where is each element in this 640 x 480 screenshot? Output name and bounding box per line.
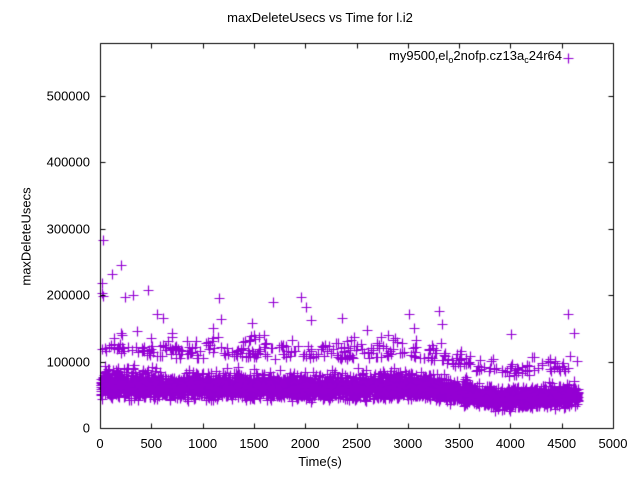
x-tick-label: 5000	[598, 436, 628, 451]
x-tick-label: 0	[96, 436, 104, 451]
x-axis-title: Time(s)	[298, 454, 342, 469]
x-tick-label: 2000	[290, 436, 320, 451]
legend-subscript: r	[435, 55, 439, 65]
y-tick-label: 100000	[46, 354, 90, 370]
chart-title: maxDeleteUsecs vs Time for l.i2	[227, 10, 413, 25]
x-tick-label: 3000	[393, 436, 423, 451]
y-tick-label: 500000	[46, 88, 90, 104]
x-tick-label: 500	[140, 436, 163, 451]
x-tick-label: 2500	[342, 436, 371, 451]
x-tick-label: 1500	[239, 436, 269, 451]
legend-series-label: my9500relo2nofp.cz13ac24r64	[389, 48, 562, 65]
y-tick-label: 400000	[46, 154, 90, 170]
y-tick-label: 300000	[46, 221, 90, 237]
x-tick-label: 4500	[547, 436, 577, 451]
y-tick-label: 0	[82, 420, 90, 436]
x-tick-label: 1000	[188, 436, 218, 451]
legend-text: 2nofp.cz13a	[453, 48, 525, 63]
legend-text: 24r64	[528, 48, 562, 63]
legend-text: el	[438, 48, 449, 63]
legend-subscript: c	[524, 55, 529, 65]
y-tick-label: 200000	[46, 287, 90, 303]
legend-subscript: o	[448, 55, 454, 65]
x-tick-label: 4000	[495, 436, 525, 451]
x-tick-label: 3500	[444, 436, 474, 451]
legend-text: my9500	[389, 48, 436, 63]
